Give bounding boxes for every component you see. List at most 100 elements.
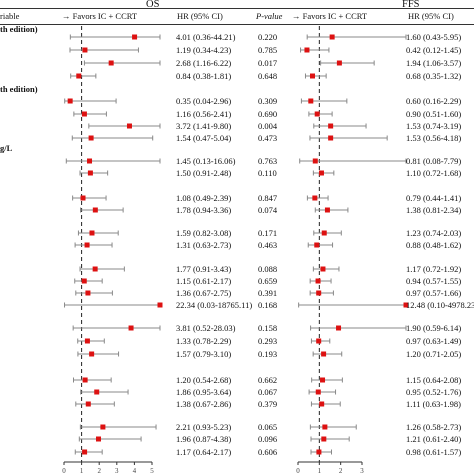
hr-ci-value: 1.15 (0.61-2.17) [176,276,231,286]
hr-ci-value: 1.08 (0.49-2.39) [176,193,231,203]
hr-ci-value: 1.19 (0.34-4.23) [176,45,231,55]
hr-ci-value: 1.38 (0.81-2.34) [406,205,461,215]
x-tick-label: 0 [62,467,66,474]
hr-ci-value: 2.21 (0.93-5.23) [176,422,231,432]
x-tick-label: 2 [339,467,343,474]
hr-marker [403,302,409,308]
p-value: 0.065 [258,422,277,432]
section-label: g/L [0,143,13,153]
hr-ci-value: 1.20 (0.54-2.68) [176,375,231,385]
hr-marker [87,158,93,164]
hr-ci-value: 1.94 (1.06-3.57) [406,58,461,68]
p-value: 0.017 [258,58,277,68]
hr-ci-value: 1.31 (0.63-2.73) [176,240,231,250]
p-value: 0.168 [258,300,277,310]
hr-marker [85,401,91,407]
hr-marker [81,278,87,284]
hr-marker [84,242,90,248]
x-tick-label: 1 [80,467,84,474]
hr-ci-value: 1.50 (0.91-2.48) [176,168,231,178]
hr-marker [100,424,106,430]
hr-marker [82,47,88,53]
hr-ci-value: 0.97 (0.57-1.66) [406,288,461,298]
hr-ci-value: 3.81 (0.52-28.03) [176,323,236,333]
hr-ci-value: 2.68 (1.16-6.22) [176,58,231,68]
hr-marker [92,266,98,272]
hr-ci-value: 1.77 (0.91-3.43) [176,264,231,274]
hr-ci-value: 1.59 (0.82-3.08) [176,228,231,238]
left-column-header: riable [0,11,20,21]
hr-marker [310,73,316,79]
hr-marker [76,73,82,79]
hr-marker [319,401,325,407]
hr-marker [312,195,318,201]
os-favors-label: → Favors IC + CCRT [62,11,138,21]
ffs-values-column: 1.60 (0.43-5.95) 0.42 (0.12-1.45) 1.94 (1.… [406,32,474,457]
hr-ci-value: 1.21 (0.61-2.40) [406,434,461,444]
hr-marker [316,290,322,296]
hr-marker [85,290,91,296]
hr-marker [128,325,134,331]
hr-marker [314,242,320,248]
hr-marker [324,207,330,213]
hr-marker [322,424,328,430]
hr-marker [321,230,327,236]
p-value: 0.648 [258,71,277,81]
hr-marker [94,389,100,395]
hr-ci-value: 1.11 (0.63-1.98) [406,399,461,409]
hr-ci-value: 1.78 (0.94-3.36) [176,205,231,215]
hr-ci-value: 0.98 (0.61-1.57) [406,447,461,457]
p-value: 0.379 [258,399,277,409]
x-tick-label: 0 [296,467,300,474]
ffs-hr-header: HR (95% CI) [408,11,454,21]
hr-ci-value: 1.23 (0.74-2.03) [406,228,461,238]
hr-marker [126,123,132,129]
p-value: 0.110 [258,168,277,178]
os-values-column: 4.01 (0.36-44.21) 0.220 1.19 (0.34-4.23) 0.… [176,32,278,457]
hr-marker [67,98,73,104]
p-value: 0.763 [258,156,277,166]
os-forest-plot: 0 1 2 3 4 5 [62,26,163,474]
hr-marker [82,449,88,455]
hr-marker [89,351,95,357]
hr-ci-value: 1.17 (0.64-2.17) [176,447,231,457]
hr-ci-value: 1.57 (0.79-3.10) [176,349,231,359]
hr-ci-value: 1.17 (0.72-1.92) [406,264,461,274]
hr-ci-value: 1.96 (0.87-4.38) [176,434,231,444]
p-value: 0.662 [258,375,277,385]
hr-ci-value: 1.90 (0.59-6.14) [406,323,461,333]
hr-ci-value: 0.60 (0.16-2.29) [406,96,461,106]
p-value: 0.659 [258,276,277,286]
hr-marker [132,34,138,40]
hr-marker [321,436,327,442]
hr-ci-value: 0.35 (0.04-2.96) [176,96,231,106]
hr-marker [108,60,114,66]
hr-marker [308,98,314,104]
ffs-title: FFS [402,0,420,10]
hr-ci-value: 1.15 (0.64-2.08) [406,375,461,385]
x-tick-label: 2 [97,467,101,474]
hr-ci-value: 1.45 (0.13-16.06) [176,156,236,166]
hr-ci-value: 0.94 (0.57-1.55) [406,276,461,286]
hr-ci-value: 1.10 (0.72-1.68) [406,168,461,178]
hr-marker [95,436,101,442]
hr-marker [321,351,327,357]
hr-marker [82,377,88,383]
x-tick-label: 1 [318,467,322,474]
hr-marker [304,47,310,53]
hr-marker [316,449,322,455]
hr-ci-value: 1.20 (0.71-2.05) [406,349,461,359]
hr-ci-value: 0.79 (0.44-1.41) [406,193,461,203]
hr-ci-value: 1.53 (0.56-4.18) [406,133,461,143]
hr-ci-value: 0.81 (0.08-7.79) [406,156,461,166]
hr-marker [80,195,86,201]
os-hr-header: HR (95% CI) [177,11,223,21]
hr-marker [88,135,94,141]
x-tick-label: 4 [133,467,137,474]
hr-ci-value: 0.68 (0.35-1.32) [406,71,461,81]
hr-marker [315,389,321,395]
p-value: 0.088 [258,264,277,274]
p-value: 0.309 [258,96,277,106]
p-value: 0.193 [258,349,277,359]
hr-ci-value: 3.72 (1.41-9.80) [176,121,231,131]
